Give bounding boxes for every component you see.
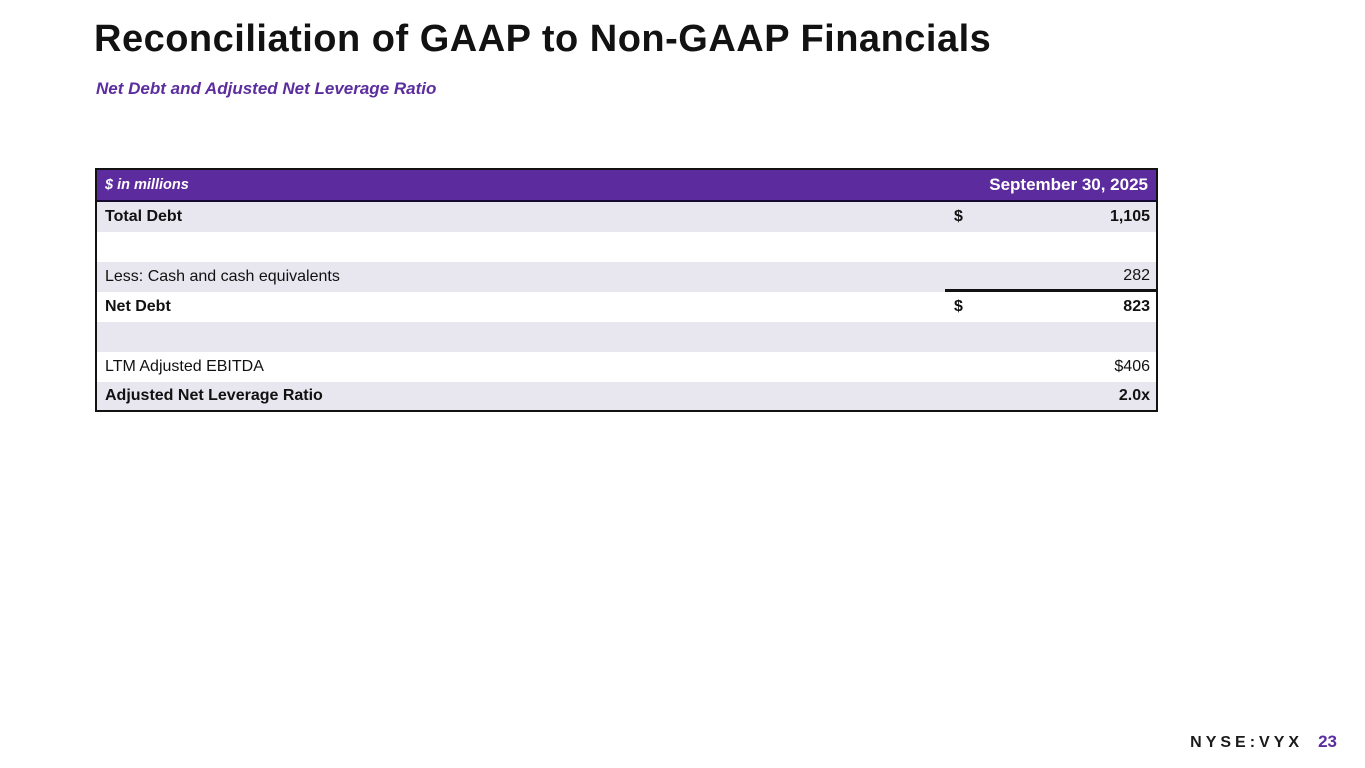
row-label: Adjusted Net Leverage Ratio [105,387,323,404]
row-value: 1,105 [1109,208,1150,225]
row-value-group [945,232,1156,262]
row-value-group: $ 1,105 [945,202,1156,232]
row-value-group: $406 [945,352,1156,382]
row-value-group: 2.0x [945,382,1156,410]
table-header-date: September 30, 2025 [989,175,1148,194]
table-row-adjusted-net-leverage-ratio: Adjusted Net Leverage Ratio 2.0x [97,382,1156,410]
row-value-group [945,322,1156,352]
row-label: LTM Adjusted EBITDA [105,358,264,375]
table-row-net-debt: Net Debt $ 823 [97,292,1156,322]
currency-symbol: $ [954,298,963,315]
currency-symbol: $ [954,208,963,225]
row-value-group: $ 823 [945,292,1156,322]
table-row-spacer [97,322,1156,352]
table-row-spacer [97,232,1156,262]
row-label: Total Debt [105,208,183,225]
page-title: Reconciliation of GAAP to Non-GAAP Finan… [94,18,992,60]
slide-footer: NYSE:VYX 23 [1190,732,1337,752]
table-row-less-cash: Less: Cash and cash equivalents 282 [97,262,1156,292]
page-number: 23 [1318,732,1337,751]
row-value: 2.0x [1118,387,1150,404]
page-subtitle: Net Debt and Adjusted Net Leverage Ratio [96,79,437,98]
table-header-row: $ in millions September 30, 2025 [97,170,1156,202]
row-value: 282 [1123,266,1150,284]
row-label: Less: Cash and cash equivalents [105,268,340,285]
row-value: $406 [1114,358,1150,375]
row-value: 823 [1123,298,1150,315]
table-row-total-debt: Total Debt $ 1,105 [97,202,1156,232]
row-value-group: 282 [945,262,1156,292]
row-label: Net Debt [105,298,171,315]
reconciliation-table: $ in millions September 30, 2025 Total D… [95,168,1158,412]
table-row-ltm-adjusted-ebitda: LTM Adjusted EBITDA $406 [97,352,1156,382]
table-header-units: $ in millions [105,177,189,193]
ticker-label: NYSE:VYX [1190,734,1304,751]
